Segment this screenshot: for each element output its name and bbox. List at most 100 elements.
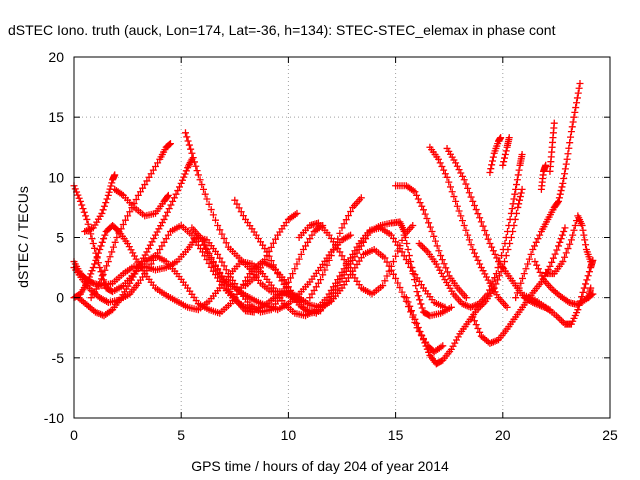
data-point [515,166,523,174]
data-point [172,190,180,198]
data-point [141,251,149,259]
data-point [93,253,101,261]
data-point [499,246,507,254]
data-point [218,258,226,266]
data-point [418,304,426,312]
data-point [76,197,84,205]
data-point [457,169,465,177]
data-point [218,230,226,238]
data-point [278,277,286,285]
data-point [151,253,159,261]
data-point [396,242,404,250]
data-point [155,225,163,233]
x-tick-label: 10 [281,427,297,443]
data-point [483,231,491,239]
data-point [127,246,135,254]
data-point [287,274,295,282]
data-point [561,165,569,173]
data-point [284,278,292,286]
data-point [451,339,459,347]
data-point [525,255,533,263]
data-point [477,218,485,226]
data-point [481,227,489,235]
data-point [398,248,406,256]
data-point [534,265,542,273]
data-point [338,268,346,276]
data-point [178,176,186,184]
data-point [507,209,515,217]
data-point [96,246,104,254]
data-point [317,276,325,284]
data-point [214,265,222,273]
data-point [147,260,155,268]
data-point [282,284,290,292]
data-point [470,201,478,209]
data-point [145,173,153,181]
data-point [336,248,344,256]
data-point [87,230,95,238]
data-point [556,238,564,246]
data-point [560,227,568,235]
data-point [534,235,542,243]
data-point [336,272,344,280]
data-point [202,244,210,252]
data-point [304,238,312,246]
data-point [169,197,177,205]
y-tick-label: 20 [48,49,64,65]
data-point [181,170,189,178]
data-point [113,234,121,241]
data-point [571,221,579,229]
data-point [396,284,404,292]
data-point [553,246,561,254]
data-point [568,123,576,131]
data-point [503,303,511,311]
data-point [181,129,189,137]
data-point [422,246,430,254]
data-point [187,145,195,153]
data-point [452,336,460,344]
data-point [338,224,346,232]
data-point [98,272,106,280]
data-point [295,255,303,263]
data-point [88,267,96,275]
data-point [101,266,109,274]
data-point [151,231,159,239]
data-point [409,221,417,229]
data-point [306,235,314,243]
data-point [89,240,97,248]
data-point [259,260,267,268]
data-point [417,300,425,308]
data-point [574,89,582,97]
data-point [450,193,458,201]
data-point [570,226,578,234]
data-point [579,288,587,296]
data-point [559,258,567,266]
data-point [587,284,595,292]
data-point [443,268,451,276]
y-tick-label: 5 [56,230,64,246]
data-point [143,177,151,185]
data-point [409,311,417,319]
data-point [383,272,391,280]
data-point [209,258,217,266]
data-point [402,256,410,264]
data-point [148,238,156,246]
data-point [88,279,96,287]
data-point [554,199,562,207]
data-point [458,217,466,225]
data-point [569,231,577,239]
data-point [385,267,393,275]
data-point [340,220,348,228]
data-point [454,333,462,341]
y-tick-label: 15 [48,109,64,125]
data-point [481,270,489,278]
data-point [479,222,487,230]
data-point [199,185,207,193]
data-point [422,342,430,350]
data-point [584,272,592,280]
data-point [143,248,151,256]
data-point [293,209,301,217]
data-point [434,263,442,271]
data-point [164,191,172,199]
